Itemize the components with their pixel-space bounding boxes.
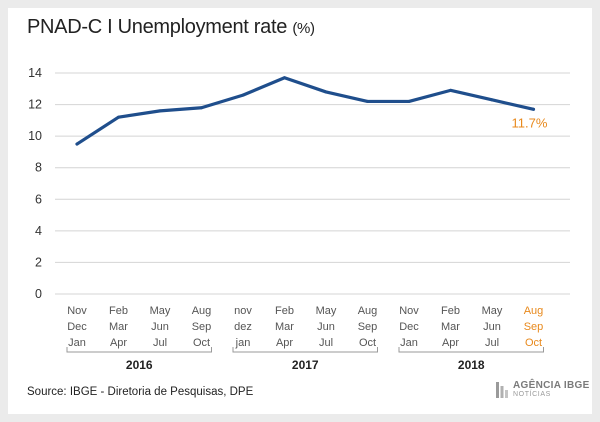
x-tick-label: Jul: [319, 337, 333, 349]
data-point: [490, 98, 494, 102]
x-tick-label: Jun: [151, 321, 169, 333]
y-tick-label: 0: [35, 287, 42, 301]
year-label: 2018: [458, 358, 485, 372]
x-tick-label: nov: [234, 305, 252, 317]
x-tick-label: Dec: [67, 321, 87, 333]
x-tick-label: Apr: [110, 337, 127, 349]
x-tick-label: Sep: [358, 321, 378, 333]
x-tick-label: Sep: [192, 321, 212, 333]
y-tick-label: 2: [35, 255, 42, 269]
year-label: 2017: [292, 358, 319, 372]
y-tick-label: 6: [35, 192, 42, 206]
chart-title: PNAD-C I Unemployment rate (%): [27, 16, 315, 39]
x-tick-label: Feb: [275, 305, 294, 317]
y-tick-label: 4: [35, 224, 42, 238]
x-tick-label: Apr: [442, 337, 459, 349]
y-tick-label: 10: [28, 129, 42, 143]
x-tick-label: Jun: [483, 321, 501, 333]
ibge-logo-icon: [496, 382, 508, 398]
data-point: [158, 109, 162, 113]
y-tick-label: 12: [28, 98, 42, 112]
x-tick-label: Sep: [524, 321, 544, 333]
x-tick-label: May: [482, 305, 503, 317]
title-unit: (%): [292, 20, 315, 37]
x-tick-label: Jul: [153, 337, 167, 349]
year-bracket: [398, 347, 544, 353]
data-point: [75, 142, 79, 146]
logo-line-2: NOTÍCIAS: [513, 391, 551, 398]
data-point: [200, 106, 203, 110]
x-tick-label: Jan: [400, 337, 418, 349]
y-tick-label: 14: [28, 66, 42, 80]
source-note: Source: IBGE - Diretoria de Pesquisas, D…: [27, 386, 254, 398]
year-label: 2016: [126, 358, 153, 372]
x-tick-label: dez: [234, 321, 252, 333]
data-point: [449, 88, 452, 92]
x-tick-label: Feb: [441, 305, 460, 317]
data-point: [407, 99, 411, 103]
data-point: [241, 93, 245, 97]
x-tick-label: Nov: [399, 305, 419, 317]
x-tick-label: Mar: [441, 321, 460, 333]
x-tick-label: Oct: [525, 337, 542, 349]
x-tick-label: Mar: [109, 321, 128, 333]
logo-line-1: AGÊNCIA IBGE: [513, 380, 590, 391]
x-tick-label: Aug: [358, 305, 378, 317]
line-chart: 0 2 4 6 8 10 12 14 11.7% Nov Dec Jan Feb Mar Apr May Jun…: [28, 66, 570, 372]
data-point: [532, 107, 535, 111]
x-tick-label: Oct: [359, 337, 376, 349]
data-point: [366, 99, 369, 103]
x-tick-label: Aug: [192, 305, 212, 317]
title-text: PNAD-C I Unemployment rate: [27, 16, 288, 38]
x-tick-label: Oct: [193, 337, 210, 349]
data-point: [324, 90, 328, 94]
x-tick-label: Jun: [317, 321, 335, 333]
chart-card: [8, 8, 592, 414]
x-tick-label: Mar: [275, 321, 294, 333]
x-tick-label: May: [316, 305, 337, 317]
agencia-ibge-logo: AGÊNCIA IBGE NOTÍCIAS: [495, 380, 590, 400]
year-bracket: [66, 347, 212, 353]
x-tick-label: Apr: [276, 337, 293, 349]
year-bracket: [232, 347, 378, 353]
data-point: [283, 76, 286, 80]
unemployment-series-line: [75, 76, 536, 146]
x-tick-label: Jul: [485, 337, 499, 349]
y-tick-label: 8: [35, 161, 42, 175]
last-value-label: 11.7%: [512, 115, 548, 130]
x-tick-label: Nov: [67, 305, 87, 317]
x-tick-label: Feb: [109, 305, 128, 317]
x-tick-label: Aug: [524, 305, 544, 317]
data-point: [117, 115, 120, 119]
x-tick-label: May: [150, 305, 171, 317]
x-tick-label: Jan: [68, 337, 86, 349]
x-tick-label: Dec: [399, 321, 419, 333]
x-tick-label: jan: [235, 337, 251, 349]
